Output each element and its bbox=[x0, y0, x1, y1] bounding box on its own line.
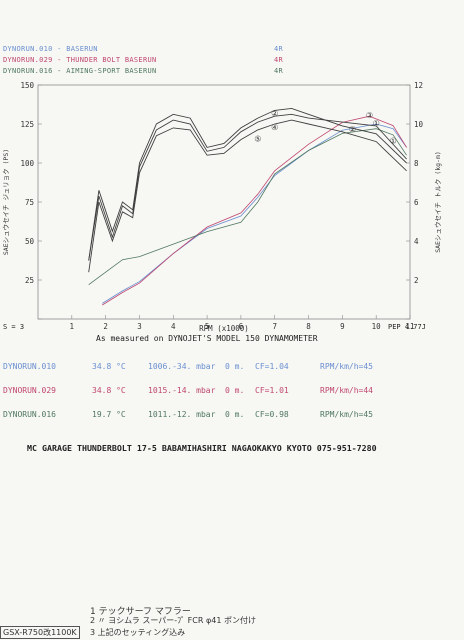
note-line-2: 2 〃 ヨシムラ スーパー-ﾌﾟ FCR φ41 ポン付け bbox=[90, 616, 256, 625]
legend-run-2: DYNORUN.029 - THUNDER BOLT BASERUN bbox=[3, 56, 157, 64]
legend-run-1: DYNORUN.010 - BASERUN bbox=[3, 45, 98, 53]
run-1-press: 1006.-34. mbar bbox=[148, 362, 216, 371]
run-3-name: DYNORUN.016 bbox=[3, 410, 56, 419]
note-line-3: 3 上記のセッティング込み bbox=[90, 628, 186, 637]
run-3-temp: 19.7 °C bbox=[92, 410, 126, 419]
y2-tick-label: 2 bbox=[414, 276, 419, 285]
smoothing-label: S = 3 bbox=[3, 323, 25, 331]
legend-run-3: DYNORUN.016 - AIMING-SPORT BASERUN bbox=[3, 67, 157, 75]
series-line-2 bbox=[102, 115, 407, 306]
run-1-cf: CF=1.04 bbox=[255, 362, 289, 371]
y-tick-label: 75 bbox=[25, 198, 34, 207]
series-line-3 bbox=[88, 128, 407, 286]
x-axis-label: RPM (x1000) bbox=[199, 324, 249, 333]
x-tick-label: 1 bbox=[70, 322, 75, 331]
y-axis-label: SAEシュウセイチ ジュリョク (PS) bbox=[2, 149, 10, 255]
run-1-name: DYNORUN.010 bbox=[3, 362, 56, 371]
measured-on-caption: As measured on DYNOJET'S MODEL 150 DYNAM… bbox=[96, 334, 318, 343]
legend-run-2-gear: 4R bbox=[274, 56, 284, 64]
run-2-temp: 34.8 °C bbox=[92, 386, 126, 395]
run-3-rpm: RPM/km/h=45 bbox=[320, 410, 373, 419]
note-line-1: 1 テックサーフ マフラー bbox=[90, 607, 191, 617]
x-tick-label: 6 bbox=[239, 322, 244, 331]
legend-run-3-name: DYNORUN.016 - AIMING-SPORT BASERUN bbox=[3, 67, 157, 75]
x-tick-label: 8 bbox=[306, 322, 311, 331]
x-tick-label: 5 bbox=[205, 322, 210, 331]
pep-label: PEP 4.77J bbox=[388, 323, 426, 331]
y2-axis-label: SAEシュウセイチ トルク (kg-m) bbox=[434, 151, 442, 253]
curve-marker-5: ⑤ bbox=[254, 135, 261, 144]
curve-marker-7: ② bbox=[349, 125, 356, 134]
y2-tick-label: 10 bbox=[414, 120, 424, 129]
x-tick-label: 2 bbox=[103, 322, 108, 331]
shop-footer: MC GARAGE THUNDERBOLT 17-5 BABAMIHASHIRI… bbox=[27, 443, 377, 453]
series-line-4 bbox=[88, 107, 407, 261]
curve-marker-1: ① bbox=[373, 119, 380, 128]
legend-run-1-name: DYNORUN.010 - BASERUN bbox=[3, 45, 98, 53]
legend-run-3-gear: 4R bbox=[274, 67, 284, 75]
run-2-press: 1015.-14. mbar bbox=[148, 386, 216, 395]
x-tick-label: 11 bbox=[405, 322, 414, 331]
x-tick-label: 3 bbox=[137, 322, 142, 331]
x-tick-label: 9 bbox=[340, 322, 345, 331]
curve-marker-2: ② bbox=[271, 109, 278, 118]
y2-tick-label: 4 bbox=[414, 237, 419, 246]
curve-marker-6: ① bbox=[390, 137, 397, 146]
run-2-cf: CF=1.01 bbox=[255, 386, 289, 395]
y-tick-label: 50 bbox=[25, 237, 35, 246]
y2-tick-label: 8 bbox=[414, 159, 419, 168]
y-tick-label: 25 bbox=[25, 276, 34, 285]
y-tick-label: 100 bbox=[20, 159, 34, 168]
y-tick-label: 150 bbox=[20, 81, 34, 90]
run-1-rpm: RPM/km/h=45 bbox=[320, 362, 373, 371]
legend-run-2-name: DYNORUN.029 - THUNDER BOLT BASERUN bbox=[3, 56, 157, 64]
x-tick-label: 4 bbox=[171, 322, 176, 331]
run-3-alt: 0 m. bbox=[225, 410, 245, 419]
run-2-name: DYNORUN.029 bbox=[3, 386, 56, 395]
run-1-temp: 34.8 °C bbox=[92, 362, 126, 371]
x-tick-label: 10 bbox=[372, 322, 382, 331]
curve-marker-3: ③ bbox=[366, 111, 373, 120]
y2-tick-label: 6 bbox=[414, 198, 419, 207]
run-2-alt: 0 m. bbox=[225, 386, 245, 395]
series-line-5 bbox=[88, 113, 407, 261]
curve-marker-4: ④ bbox=[271, 123, 278, 132]
series-line-6 bbox=[88, 119, 407, 273]
y-tick-label: 125 bbox=[20, 120, 34, 129]
y2-tick-label: 12 bbox=[414, 81, 423, 90]
run-3-cf: CF=0.98 bbox=[255, 410, 289, 419]
run-2-rpm: RPM/km/h=44 bbox=[320, 386, 373, 395]
dyno-chart: 1 2 3 4 5 6 7 8 9 10 1125507510012515024681012RPM … bbox=[2, 81, 442, 333]
run-3-press: 1011.-12. mbar bbox=[148, 410, 216, 419]
series-line-1 bbox=[102, 123, 407, 304]
x-tick-label: 7 bbox=[272, 322, 277, 331]
note-bike-model: GSX-R750改1100K bbox=[0, 626, 80, 639]
run-1-alt: 0 m. bbox=[225, 362, 245, 371]
legend-run-1-gear: 4R bbox=[274, 45, 284, 53]
